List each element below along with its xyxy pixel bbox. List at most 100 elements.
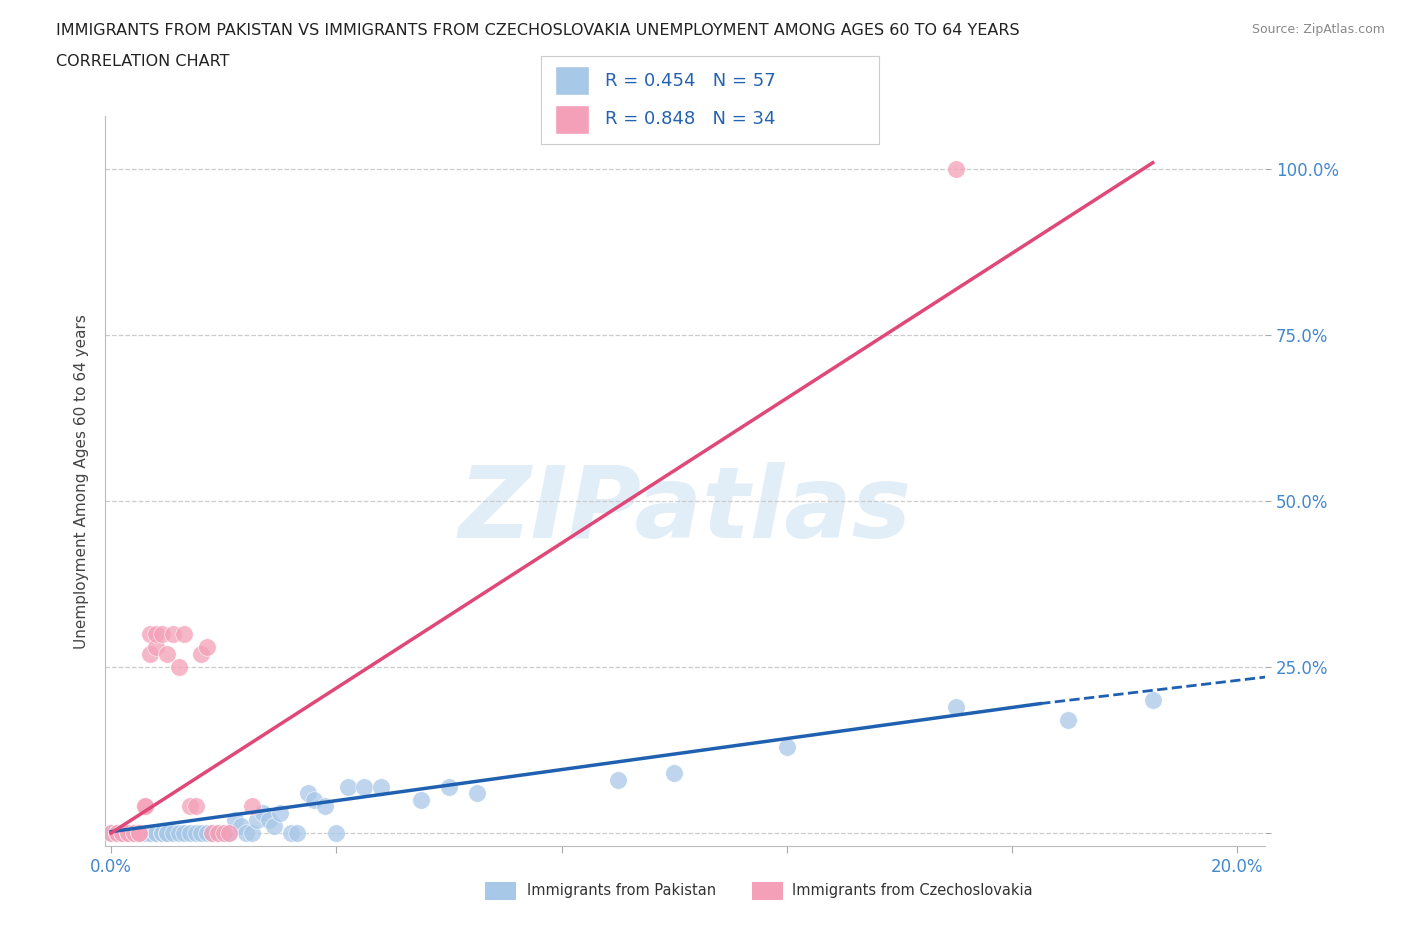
Point [336,779,359,794]
Point [156,826,179,841]
Point [945,162,967,177]
Point [145,826,167,841]
Y-axis label: Unemployment Among Ages 60 to 64 years: Unemployment Among Ages 60 to 64 years [75,313,90,649]
Point [145,627,167,642]
Point [111,826,134,841]
Point [117,826,139,841]
Point [139,646,162,661]
Point [195,826,218,841]
Point [218,826,240,841]
Point [117,826,139,841]
Point [190,826,212,841]
Point [105,826,128,841]
Point [145,640,167,655]
Point [156,826,179,841]
Point [162,826,184,841]
Point [134,799,156,814]
Point [370,779,392,794]
Point [229,819,252,834]
Text: R = 0.454   N = 57: R = 0.454 N = 57 [606,72,776,89]
Point [122,826,145,841]
Point [117,826,139,841]
Point [122,826,145,841]
Point [269,805,291,820]
Text: IMMIGRANTS FROM PAKISTAN VS IMMIGRANTS FROM CZECHOSLOVAKIA UNEMPLOYMENT AMONG AG: IMMIGRANTS FROM PAKISTAN VS IMMIGRANTS F… [56,23,1019,38]
Point [122,826,145,841]
Point [156,646,179,661]
Point [240,799,263,814]
Point [184,799,207,814]
Text: R = 0.848   N = 34: R = 0.848 N = 34 [606,111,776,128]
Point [252,805,274,820]
Point [179,826,201,841]
Point [246,812,269,827]
Point [150,627,173,642]
Point [285,826,308,841]
Point [117,826,139,841]
Point [465,786,488,801]
Point [224,812,246,827]
Point [134,826,156,841]
Text: Source: ZipAtlas.com: Source: ZipAtlas.com [1251,23,1385,36]
Text: CORRELATION CHART: CORRELATION CHART [56,54,229,69]
Point [167,659,190,674]
Text: ZIPatlas: ZIPatlas [458,462,912,559]
Point [945,699,967,714]
Point [179,799,201,814]
Point [302,792,325,807]
Point [212,826,235,841]
Point [207,826,229,841]
Point [173,627,195,642]
FancyBboxPatch shape [555,66,589,95]
Point [100,826,122,841]
Point [325,826,347,841]
Point [195,640,218,655]
Point [190,646,212,661]
Point [280,826,302,841]
Point [297,786,319,801]
Point [150,826,173,841]
Point [1057,712,1080,727]
Point [134,826,156,841]
Point [353,779,375,794]
Point [409,792,432,807]
Point [150,826,173,841]
Point [128,826,150,841]
Point [139,627,162,642]
Point [128,826,150,841]
Point [235,826,257,841]
Point [207,826,229,841]
Point [201,826,224,841]
Point [606,773,628,788]
Point [117,826,139,841]
Point [100,826,122,841]
Point [139,826,162,841]
Point [134,799,156,814]
Point [240,826,263,841]
Point [314,799,336,814]
Point [201,826,224,841]
Point [145,826,167,841]
Point [111,826,134,841]
Point [212,826,235,841]
Point [173,826,195,841]
Point [257,812,280,827]
Point [437,779,460,794]
Point [1142,693,1164,708]
Point [776,739,799,754]
Point [105,826,128,841]
Point [263,819,285,834]
Point [662,766,685,781]
Text: Immigrants from Czechoslovakia: Immigrants from Czechoslovakia [792,884,1032,898]
Point [184,826,207,841]
Text: Immigrants from Pakistan: Immigrants from Pakistan [527,884,717,898]
Point [139,826,162,841]
Point [218,826,240,841]
Point [122,826,145,841]
Point [128,826,150,841]
Point [167,826,190,841]
Point [128,826,150,841]
Point [111,826,134,841]
Point [105,826,128,841]
FancyBboxPatch shape [555,105,589,134]
